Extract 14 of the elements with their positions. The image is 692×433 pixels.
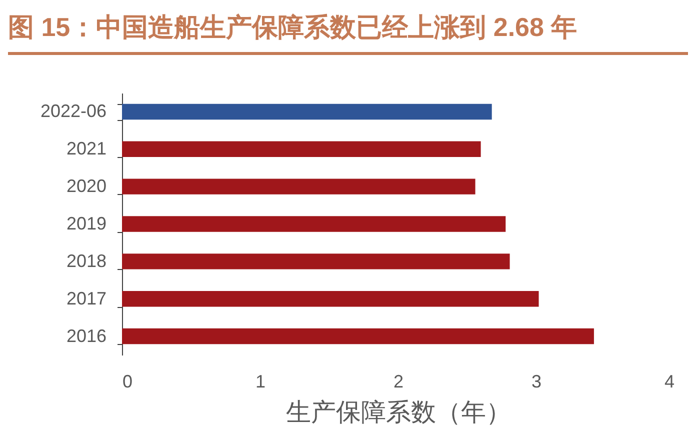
- y-tick-label: 2019: [66, 214, 106, 234]
- chart-title: 图 15：中国造船生产保障系数已经上涨到 2.68 年: [8, 12, 578, 42]
- x-tick-label: 3: [531, 372, 542, 392]
- y-tick-label: 2022-06: [40, 101, 106, 122]
- x-tick-label: 4: [664, 372, 674, 392]
- x-tick-label: 2: [393, 372, 404, 392]
- y-tick-label: 2020: [66, 176, 106, 196]
- x-tick-label: 0: [122, 372, 133, 392]
- y-tick-label: 2016: [66, 326, 106, 346]
- y-tick-label: 2017: [66, 288, 106, 308]
- x-tick-label: 1: [255, 372, 266, 392]
- y-tick-label: 2018: [66, 250, 106, 271]
- x-axis-title: 生产保障系数（年）: [286, 398, 511, 426]
- y-tick-label: 2021: [66, 138, 106, 159]
